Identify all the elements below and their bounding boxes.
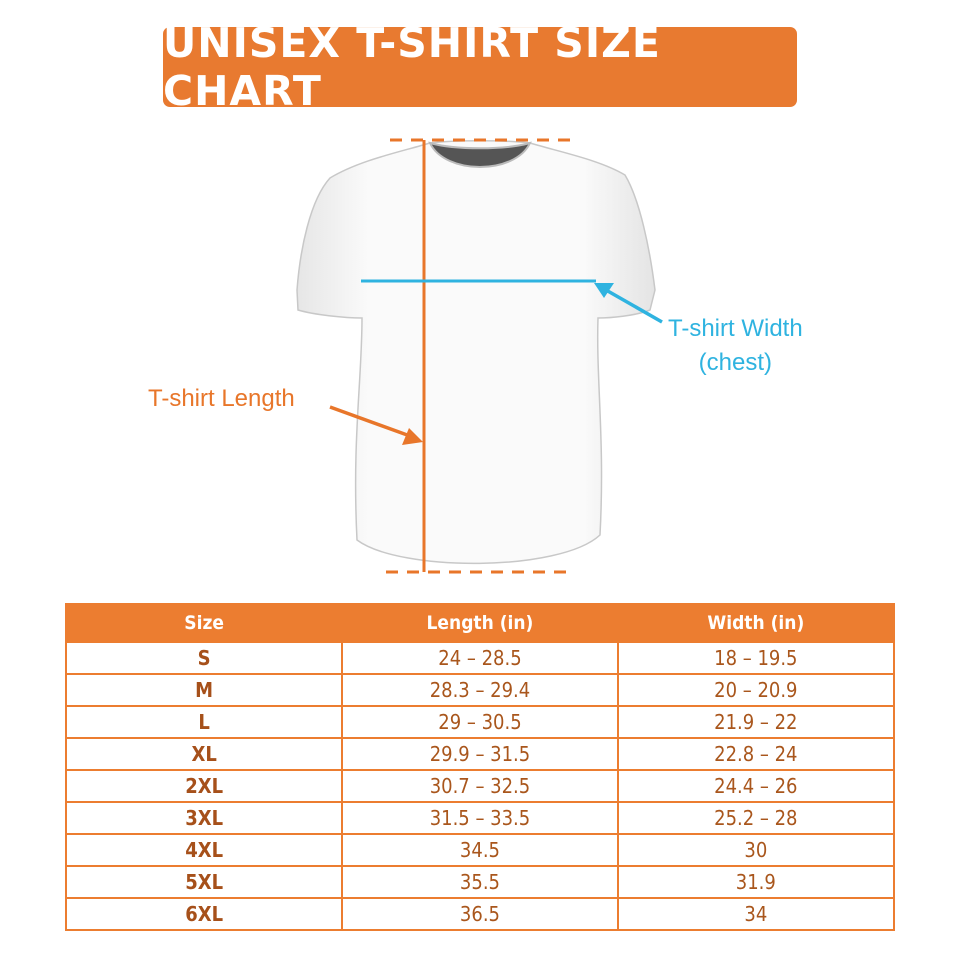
size-cell: L — [64, 705, 344, 739]
width-cell: 24.4 – 26 — [616, 769, 896, 803]
tshirt-diagram — [296, 138, 663, 574]
length-cell: 30.7 – 32.5 — [341, 769, 619, 803]
width-cell: 30 — [616, 833, 896, 867]
length-cell: 34.5 — [341, 833, 619, 867]
table-row: 3XL 31.5 – 33.5 25.2 – 28 — [64, 801, 896, 835]
width-cell: 21.9 – 22 — [616, 705, 896, 739]
width-cell: 31.9 — [616, 865, 896, 899]
header-size: Size — [64, 603, 344, 643]
table-row: XL 29.9 – 31.5 22.8 – 24 — [64, 737, 896, 771]
table-row: 2XL 30.7 – 32.5 24.4 – 26 — [64, 769, 896, 803]
length-cell: 28.3 – 29.4 — [341, 673, 619, 707]
length-cell: 35.5 — [341, 865, 619, 899]
size-cell: M — [64, 673, 344, 707]
width-label: T-shirt Width (chest) — [668, 312, 803, 380]
table-header-row: Size Length (in) Width (in) — [64, 603, 896, 643]
size-cell: XL — [64, 737, 344, 771]
size-cell: 4XL — [64, 833, 344, 867]
size-cell: 6XL — [64, 897, 344, 931]
size-cell: 5XL — [64, 865, 344, 899]
size-table: Size Length (in) Width (in) S 24 – 28.5 18… — [64, 603, 896, 931]
tshirt-image — [296, 140, 656, 565]
table-row: M 28.3 – 29.4 20 – 20.9 — [64, 673, 896, 707]
table-row: 4XL 34.5 30 — [64, 833, 896, 867]
table-row: S 24 – 28.5 18 – 19.5 — [64, 641, 896, 675]
tshirt-collar — [428, 141, 532, 168]
length-cell: 24 – 28.5 — [341, 641, 619, 675]
length-cell: 31.5 – 33.5 — [341, 801, 619, 835]
table-row: 5XL 35.5 31.9 — [64, 865, 896, 899]
table-row: 6XL 36.5 34 — [64, 897, 896, 931]
length-arrow-icon — [329, 405, 423, 445]
length-cell: 36.5 — [341, 897, 619, 931]
width-cell: 22.8 – 24 — [616, 737, 896, 771]
width-label-line2: (chest) — [698, 349, 773, 376]
size-cell: 3XL — [64, 801, 344, 835]
width-cell: 34 — [616, 897, 896, 931]
width-cell: 18 – 19.5 — [616, 641, 896, 675]
header-width: Width (in) — [616, 603, 896, 643]
size-cell: S — [64, 641, 344, 675]
header-length: Length (in) — [341, 603, 619, 643]
length-cell: 29.9 – 31.5 — [341, 737, 619, 771]
size-cell: 2XL — [64, 769, 344, 803]
table-row: L 29 – 30.5 21.9 – 22 — [64, 705, 896, 739]
width-cell: 20 – 20.9 — [616, 673, 896, 707]
page-title: UNISEX T-SHIRT SIZE CHART — [163, 19, 661, 115]
length-cell: 29 – 30.5 — [341, 705, 619, 739]
width-arrow-icon — [594, 283, 663, 324]
length-label: T-shirt Length — [148, 385, 295, 412]
width-cell: 25.2 – 28 — [616, 801, 896, 835]
title-banner: UNISEX T-SHIRT SIZE CHART — [163, 19, 797, 115]
width-label-line1: T-shirt Width — [668, 315, 803, 342]
